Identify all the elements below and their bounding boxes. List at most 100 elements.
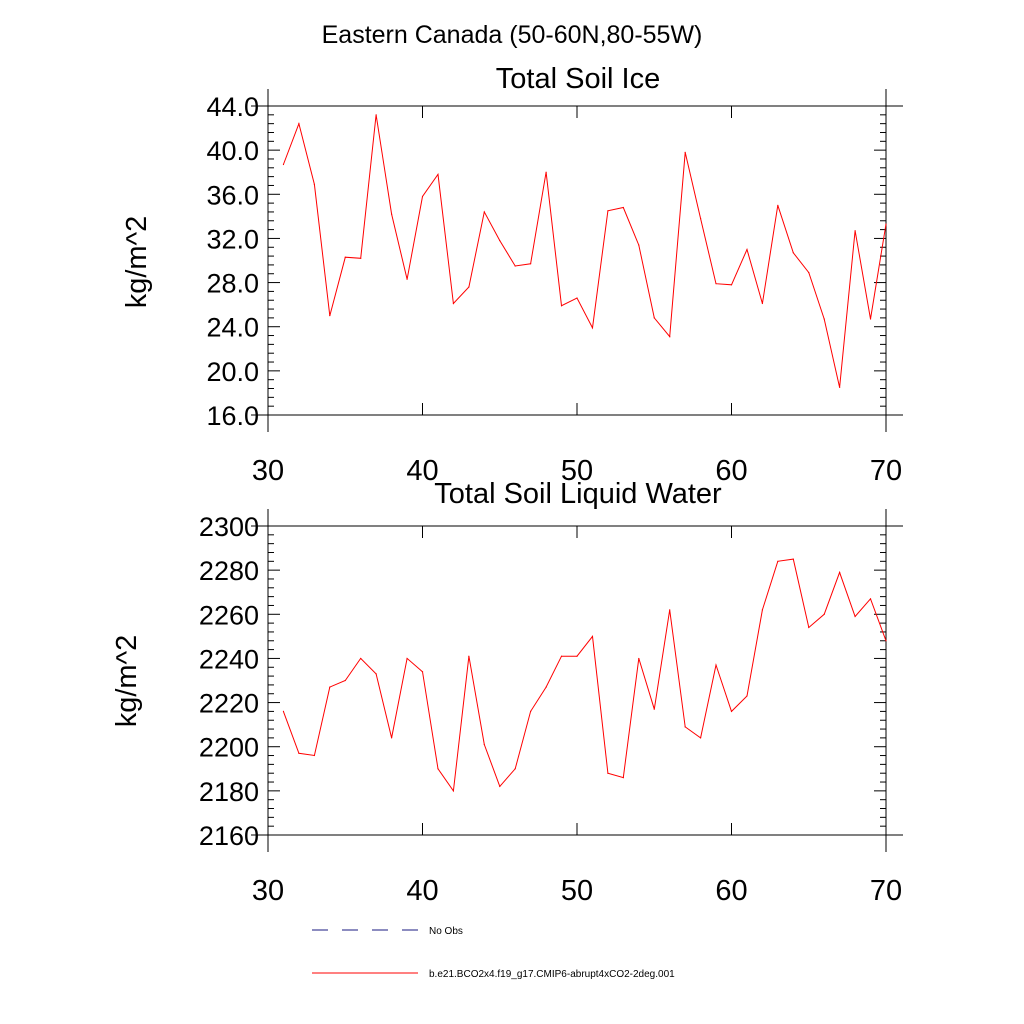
legend-label-no-obs: No Obs	[429, 926, 463, 937]
data-point	[761, 609, 764, 611]
x-tick-label: 70	[870, 455, 902, 487]
data-point	[638, 657, 640, 660]
data-point	[730, 710, 733, 713]
data-point	[298, 123, 300, 125]
y-tick-label: 2180	[199, 777, 259, 807]
data-point	[715, 664, 717, 666]
y-tick-label: 2240	[199, 644, 259, 674]
data-point	[777, 560, 779, 562]
data-point	[530, 263, 532, 265]
data-point	[715, 283, 717, 285]
y-tick-label: 2260	[199, 600, 259, 630]
data-point	[854, 230, 856, 232]
data-point	[792, 558, 794, 560]
data-point	[514, 265, 516, 267]
data-point	[298, 752, 300, 754]
axes: 16.0 20.0 24.0 28.0 32.0 36.0 40.0 44.0 30 40 50 60…	[206, 89, 903, 487]
data-point	[329, 315, 331, 317]
data-point	[869, 598, 872, 600]
data-point	[421, 671, 424, 673]
data-series	[282, 114, 887, 389]
legend: No Obs b.e21.BCO2x4.f19_g17.CMIP6-abrupt…	[312, 926, 675, 980]
data-point	[669, 336, 671, 338]
y-tick-label: 2280	[199, 556, 259, 586]
data-point	[499, 240, 501, 242]
y-tick-label: 36.0	[206, 180, 259, 210]
data-point	[468, 655, 470, 657]
data-point	[746, 248, 748, 251]
data-point	[684, 726, 686, 728]
y-tick-label: 40.0	[206, 136, 259, 166]
data-point	[545, 686, 547, 688]
data-point	[607, 210, 609, 212]
data-point	[669, 609, 671, 611]
data-point	[638, 244, 640, 246]
data-point	[282, 710, 285, 713]
y-tick-label: 32.0	[206, 224, 259, 254]
data-point	[560, 655, 563, 657]
y-tick-label: 20.0	[206, 357, 259, 387]
y-tick-label: 2300	[199, 512, 259, 542]
data-point	[499, 785, 501, 788]
x-tick-label: 50	[561, 455, 593, 487]
x-tick-label: 30	[252, 875, 284, 907]
y-tick-label: 2160	[199, 821, 259, 851]
data-point	[854, 615, 856, 618]
chart-panel-total-soil-ice: Total Soil Ice kg/m^2 16.0 20.0 24.0 28.0 32…	[121, 63, 903, 487]
y-tick-label: 24.0	[206, 313, 259, 343]
data-point	[839, 571, 841, 573]
data-point	[406, 657, 408, 660]
data-point	[514, 768, 516, 770]
data-point	[576, 655, 578, 657]
series-line	[282, 114, 887, 388]
data-point	[421, 195, 424, 198]
y-tick-label: 44.0	[206, 92, 259, 122]
data-point	[622, 777, 624, 779]
y-tick-label: 16.0	[206, 401, 259, 431]
data-point	[530, 710, 532, 713]
data-point	[282, 163, 285, 166]
data-point	[391, 213, 393, 215]
data-point	[391, 737, 393, 739]
y-tick-label: 28.0	[206, 269, 259, 299]
data-point	[808, 626, 810, 629]
data-point	[607, 772, 609, 774]
data-point	[885, 223, 887, 225]
figure-supertitle: Eastern Canada (50-60N,80-55W)	[322, 21, 703, 49]
data-point	[823, 318, 825, 320]
data-point	[344, 679, 346, 682]
data-point	[360, 257, 362, 259]
chart-panel-total-soil-liquid-water: Total Soil Liquid Water kg/m^2 2160 2180 2…	[111, 478, 903, 907]
y-axis-label: kg/m^2	[111, 635, 143, 728]
data-point	[313, 754, 315, 757]
data-point	[468, 286, 470, 288]
data-point	[700, 737, 702, 739]
data-point	[437, 768, 439, 770]
data-point	[360, 657, 362, 660]
data-point	[823, 613, 825, 615]
chart-title: Total Soil Ice	[496, 63, 660, 95]
y-axis-label: kg/m^2	[121, 216, 153, 309]
data-point	[591, 635, 594, 637]
data-point	[329, 686, 331, 688]
data-point	[452, 302, 454, 305]
data-point	[653, 317, 655, 319]
y-tick-label: 2220	[199, 689, 259, 719]
data-point	[761, 302, 764, 305]
x-tick-label: 60	[715, 455, 747, 487]
data-point	[591, 327, 594, 329]
x-tick-label: 30	[252, 455, 284, 487]
data-point	[730, 284, 733, 286]
data-point	[792, 252, 794, 254]
x-tick-label: 50	[561, 875, 593, 907]
x-tick-label: 40	[406, 875, 438, 907]
data-point	[684, 151, 686, 153]
series-line	[282, 558, 887, 793]
data-point	[777, 204, 779, 206]
data-point	[869, 318, 872, 320]
data-point	[885, 640, 887, 642]
chart-title: Total Soil Liquid Water	[434, 478, 722, 510]
data-point	[483, 211, 485, 213]
data-point	[560, 305, 563, 307]
x-tick-label: 60	[715, 875, 747, 907]
